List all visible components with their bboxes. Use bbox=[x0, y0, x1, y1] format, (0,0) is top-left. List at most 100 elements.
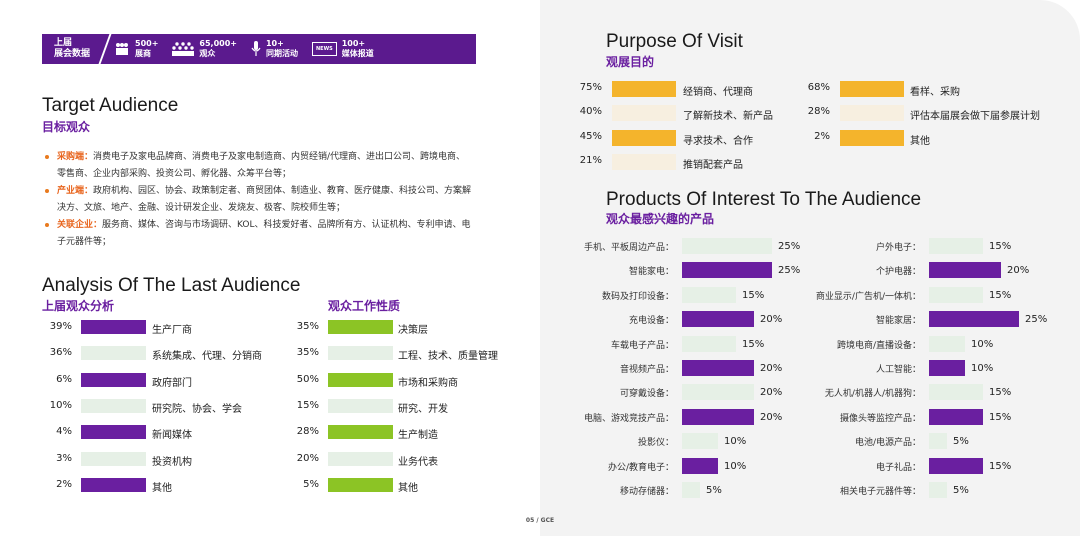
product-bar bbox=[929, 482, 947, 498]
purpose-pct: 68% bbox=[807, 82, 830, 93]
product-bar bbox=[682, 262, 772, 279]
stat-exhibitors: 500+ 展商 bbox=[114, 39, 158, 59]
audience-pct: 39% bbox=[49, 321, 72, 332]
product-label: 移动存储器： bbox=[619, 487, 674, 497]
purpose-label: 经销商、代理商 bbox=[683, 87, 753, 98]
purpose-label: 评估本届展会做下届参展计划 bbox=[910, 111, 1040, 123]
product-pct: 20% bbox=[760, 363, 783, 374]
product-label: 相关电子元器件等： bbox=[839, 487, 921, 497]
product-bar bbox=[682, 360, 754, 376]
product-bar bbox=[929, 457, 983, 474]
audience-bar bbox=[81, 477, 146, 492]
purpose-pct: 40% bbox=[579, 106, 602, 118]
product-bar bbox=[682, 335, 736, 352]
work-pct: 50% bbox=[296, 373, 319, 385]
purpose-pct: 21% bbox=[579, 154, 602, 166]
product-bar bbox=[682, 457, 718, 474]
bullet-item: 产业端：政府机构、园区、协会、政策制定者、商贸团体、制造业、教育、医疗健康、科技… bbox=[44, 183, 474, 217]
product-pct: 15% bbox=[742, 338, 765, 350]
product-pct: 5% bbox=[953, 485, 969, 496]
product-pct: 20% bbox=[1007, 265, 1030, 277]
work-label: 决策层 bbox=[398, 325, 428, 336]
analysis-subtitle-work: 观众工作性质 bbox=[328, 299, 401, 313]
audience-bar bbox=[81, 346, 146, 361]
crowd-icon bbox=[172, 41, 195, 57]
product-pct: 25% bbox=[778, 265, 801, 277]
purpose-pct: 2% bbox=[814, 130, 830, 142]
news-icon: NEWS bbox=[311, 42, 337, 56]
work-bar bbox=[328, 346, 393, 361]
purpose-title-en: Purpose Of Visit bbox=[606, 31, 743, 52]
purpose-label: 寻求技术、合作 bbox=[683, 135, 753, 147]
purpose-label: 推销配套产品 bbox=[683, 159, 743, 171]
audience-label: 其他 bbox=[152, 482, 172, 494]
purpose-bar bbox=[840, 105, 904, 122]
analysis-title-en: Analysis Of The Last Audience bbox=[42, 275, 301, 296]
audience-label: 生产厂商 bbox=[152, 325, 192, 336]
bullet-item: 关联企业：服务商、媒体、咨询与市场调研、KOL、科技爱好者、品牌所有方、认证机构… bbox=[44, 217, 474, 251]
purpose-pct: 28% bbox=[807, 106, 830, 118]
audience-bar bbox=[81, 451, 146, 466]
product-pct: 25% bbox=[778, 241, 801, 252]
product-label: 车载电子产品： bbox=[610, 340, 674, 351]
audience-pct: 2% bbox=[56, 478, 72, 490]
product-pct: 20% bbox=[760, 387, 783, 399]
target-bullets: 采购端：消费电子及家电品牌商、消费电子及家电制造商、内贸经销/代理商、进出口公司… bbox=[44, 149, 474, 251]
work-pct: 20% bbox=[296, 452, 319, 464]
work-bar bbox=[328, 477, 393, 492]
product-label: 无人机/机器人/机器狗： bbox=[824, 389, 921, 400]
work-pct: 5% bbox=[303, 478, 319, 490]
product-pct: 10% bbox=[971, 338, 994, 350]
audience-label: 研究院、协会、学会 bbox=[152, 403, 242, 415]
product-label: 投影仪： bbox=[637, 438, 674, 449]
product-bar bbox=[929, 384, 983, 401]
purpose-bar bbox=[612, 105, 676, 122]
product-bar bbox=[682, 482, 700, 498]
work-bar bbox=[328, 398, 393, 413]
audience-pct: 4% bbox=[56, 426, 72, 438]
product-pct: 15% bbox=[989, 411, 1012, 423]
banner-label: 上届 展会数据 bbox=[54, 38, 91, 59]
product-pct: 20% bbox=[760, 314, 783, 326]
work-label: 业务代表 bbox=[398, 456, 438, 468]
microphone-icon bbox=[251, 40, 261, 58]
work-label: 工程、技术、质量管理 bbox=[398, 351, 498, 363]
product-bar bbox=[682, 408, 754, 425]
product-bar bbox=[929, 238, 983, 254]
product-pct: 10% bbox=[971, 363, 994, 374]
product-label: 智能家电： bbox=[628, 267, 674, 278]
work-bar bbox=[328, 425, 393, 440]
target-title-en: Target Audience bbox=[42, 95, 179, 116]
work-pct: 28% bbox=[296, 426, 319, 438]
work-label: 研究、开发 bbox=[398, 403, 448, 415]
target-title-cn: 目标观众 bbox=[42, 120, 91, 134]
product-pct: 5% bbox=[706, 485, 722, 496]
work-label: 其他 bbox=[398, 482, 418, 494]
audience-bar bbox=[81, 425, 146, 440]
work-pct: 35% bbox=[296, 321, 319, 332]
stat-visitors: 65,000+ 观众 bbox=[172, 39, 237, 59]
work-bar bbox=[328, 451, 393, 466]
product-label: 手机、平板周边产品： bbox=[583, 243, 674, 253]
work-label: 生产制造 bbox=[398, 430, 438, 442]
product-label: 人工智能： bbox=[875, 365, 921, 375]
audience-bar bbox=[81, 398, 146, 413]
product-label: 户外电子： bbox=[875, 243, 921, 253]
product-label: 办公/教育电子： bbox=[607, 462, 674, 473]
product-bar bbox=[682, 384, 754, 401]
product-label: 智能家居： bbox=[875, 316, 921, 327]
stat-media: NEWS 100+ 媒体报道 bbox=[311, 39, 374, 59]
work-pct: 15% bbox=[296, 399, 319, 411]
product-bar bbox=[929, 408, 983, 425]
product-label: 数码及打印设备： bbox=[601, 291, 674, 302]
product-label: 商业显示/广告机/一体机： bbox=[815, 291, 921, 302]
product-pct: 20% bbox=[760, 411, 783, 423]
bullet-item: 采购端：消费电子及家电品牌商、消费电子及家电制造商、内贸经销/代理商、进出口公司… bbox=[44, 149, 474, 183]
products-title-cn: 观众最感兴趣的产品 bbox=[606, 212, 715, 226]
product-bar bbox=[929, 360, 965, 376]
product-bar bbox=[929, 311, 1019, 328]
product-pct: 15% bbox=[989, 241, 1012, 252]
product-label: 电脑、游戏竞技产品： bbox=[583, 413, 674, 424]
audience-bar bbox=[81, 372, 146, 387]
product-bar bbox=[682, 433, 718, 450]
